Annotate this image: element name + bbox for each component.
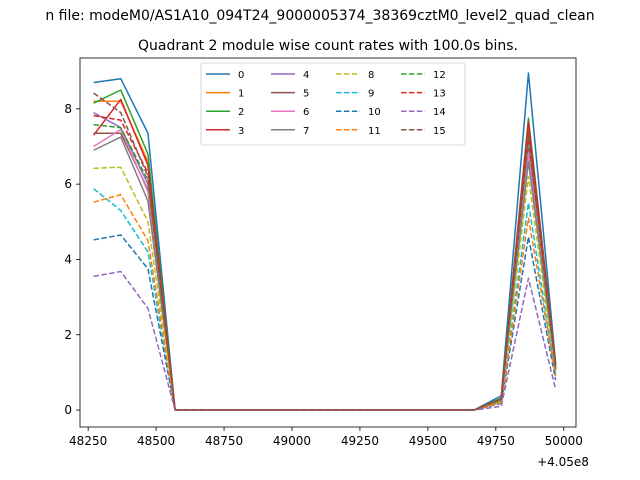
legend-label-4: 4 [303,70,309,81]
series-line-14 [93,270,557,411]
legend-label-2: 2 [238,107,244,118]
x-tick-label: 50000 [545,434,583,448]
legend-frame [200,62,466,146]
legend-label-1: 1 [238,89,244,100]
x-tick-label: 49500 [409,434,447,448]
legend-label-0: 0 [238,70,244,81]
x-axis: 48250 48500 48750 49000 49250 49500 49750 50000 [69,427,583,448]
legend-label-13: 13 [433,89,446,100]
y-tick-label: 4 [64,252,72,266]
y-tick-label: 8 [64,102,72,116]
x-offset-label: +4.05e8 [537,455,589,469]
legend-label-12: 12 [433,70,446,81]
x-tick-label: 49750 [477,434,515,448]
legend-label-8: 8 [368,70,374,81]
legend-label-3: 3 [238,126,244,137]
x-tick-label: 48750 [205,434,243,448]
y-tick-label: 6 [64,177,72,191]
x-tick-label: 48500 [137,434,175,448]
legend-label-10: 10 [368,107,381,118]
legend-label-6: 6 [303,107,309,118]
x-tick-label: 49250 [341,434,379,448]
chart-title: Quadrant 2 module wise count rates with … [138,38,518,54]
x-tick-label: 49000 [273,434,311,448]
series-line-15 [93,92,557,411]
legend-label-9: 9 [368,89,374,100]
y-tick-label: 2 [64,328,72,342]
legend-label-7: 7 [303,126,309,137]
y-tick-label: 0 [64,403,72,417]
figure-suptitle: n file: modeM0/AS1A10_094T24_9000005374_… [45,8,594,24]
legend-label-15: 15 [433,126,446,137]
series-layer [92,72,557,411]
x-tick-label: 48250 [69,434,107,448]
legend-label-14: 14 [433,107,446,118]
y-axis: 0 2 4 6 8 [64,102,80,417]
legend-label-5: 5 [303,89,309,100]
legend-label-11: 11 [368,126,381,137]
